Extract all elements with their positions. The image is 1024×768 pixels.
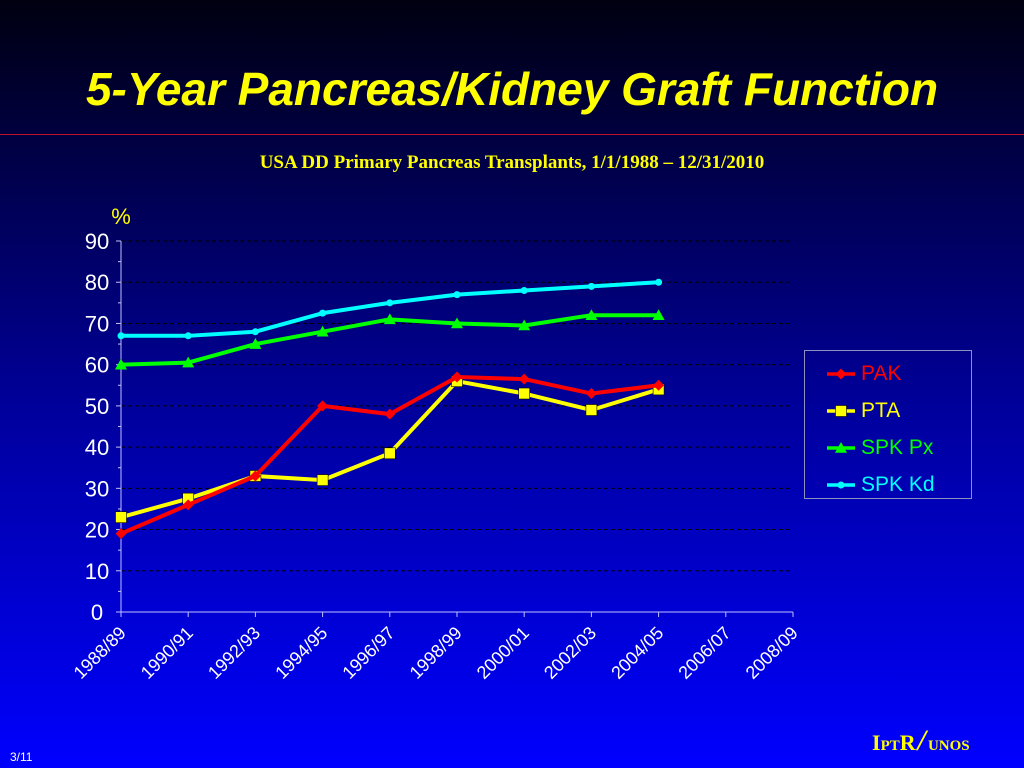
data-point — [251, 328, 259, 336]
data-point — [453, 291, 461, 299]
x-tick-label: 2002/03 — [540, 623, 600, 683]
legend-swatch — [827, 481, 855, 489]
data-point — [384, 408, 396, 420]
series-spk-kd — [117, 278, 663, 340]
x-tick-label: 2000/01 — [473, 623, 533, 683]
data-point — [319, 309, 327, 317]
logo-unos: UNOS — [927, 738, 970, 754]
legend-label: SPK Px — [861, 436, 934, 459]
data-point — [451, 317, 463, 329]
logo-pt: PT — [880, 738, 900, 754]
y-tick-label: 80 — [85, 270, 109, 295]
x-tick-label: 1990/91 — [137, 623, 197, 683]
legend-swatch — [827, 405, 855, 417]
logo-slash: / — [917, 724, 926, 757]
data-point — [585, 309, 598, 320]
y-tick-label: 70 — [85, 311, 109, 336]
data-point — [182, 499, 194, 511]
data-point — [316, 325, 329, 337]
series-spk-px — [115, 309, 665, 370]
y-tick-labels: 0 10 20 30 40 50 60 70 80 90 — [85, 229, 109, 625]
x-tick-labels: 1988/89 1990/91 1992/93 1994/95 1996/97 1998/… — [70, 623, 802, 683]
data-point — [518, 373, 530, 385]
x-tick-label: 1994/95 — [271, 623, 331, 683]
y-tick-label: 0 — [91, 600, 103, 625]
data-point — [182, 356, 195, 368]
data-point — [451, 371, 463, 383]
data-point — [386, 299, 394, 307]
data-point — [518, 387, 531, 400]
data-point — [115, 528, 127, 540]
legend-item: PTA — [819, 398, 969, 424]
y-tick-label: 40 — [85, 435, 109, 460]
data-point — [316, 474, 329, 486]
series-line — [121, 280, 659, 338]
x-tick-label: 1996/97 — [338, 623, 398, 683]
title-divider — [0, 134, 1024, 135]
data-point — [585, 404, 598, 416]
logo-i: I — [872, 730, 881, 755]
data-point — [653, 379, 665, 391]
data-point — [587, 282, 595, 290]
data-point — [317, 400, 329, 412]
data-point — [117, 332, 125, 340]
legend-label: PAK — [861, 362, 902, 385]
legend-item: SPK Kd — [819, 472, 969, 498]
y-tick-label: 20 — [85, 518, 109, 543]
axes — [116, 240, 794, 617]
data-point — [652, 309, 665, 320]
y-tick-label: 90 — [85, 229, 109, 254]
slide-title: 5-Year Pancreas/Kidney Graft Function — [85, 63, 939, 115]
iptr-unos-logo: IPTR/UNOS — [872, 724, 970, 758]
data-point — [383, 447, 396, 460]
legend-item: PAK — [819, 361, 969, 387]
y-tick-label: 30 — [85, 476, 109, 501]
data-point — [249, 338, 262, 349]
y-tick-label: 50 — [85, 394, 109, 419]
legend-label: PTA — [861, 399, 901, 422]
legend-marker — [835, 368, 847, 380]
data-point — [655, 278, 663, 286]
legend-label: SPK Kd — [861, 473, 935, 496]
legend-item: SPK Px — [819, 435, 969, 461]
data-point — [115, 511, 127, 523]
x-tick-label: 2008/09 — [742, 623, 802, 683]
legend-swatch — [827, 368, 855, 380]
chart-legend: PAK PTA SPK Px SPK Kd — [804, 350, 972, 499]
logo-r: R — [899, 730, 916, 755]
data-point — [585, 388, 597, 400]
data-point — [383, 313, 396, 325]
legend-marker — [835, 442, 847, 453]
data-point — [184, 332, 192, 340]
data-point — [518, 319, 531, 331]
data-point — [115, 358, 127, 370]
x-tick-label: 2004/05 — [607, 623, 667, 683]
data-point — [520, 286, 528, 294]
y-tick-label: 10 — [85, 559, 109, 584]
data-point — [249, 470, 261, 482]
series-group — [115, 278, 665, 540]
y-tick-label: 60 — [85, 353, 109, 378]
gridlines — [121, 240, 793, 572]
y-axis-label: % — [111, 204, 131, 229]
series-pak — [115, 371, 665, 540]
legend-swatch — [827, 442, 855, 453]
x-tick-label: 1998/99 — [406, 623, 466, 683]
legend-marker — [837, 481, 845, 489]
chart-subtitle: USA DD Primary Pancreas Transplants, 1/1… — [259, 152, 765, 173]
legend-marker — [835, 405, 847, 417]
slide-number: 3/11 — [10, 750, 33, 764]
x-tick-label: 1988/89 — [70, 623, 130, 683]
x-tick-label: 1992/93 — [204, 623, 264, 683]
x-tick-label: 2006/07 — [674, 623, 734, 683]
